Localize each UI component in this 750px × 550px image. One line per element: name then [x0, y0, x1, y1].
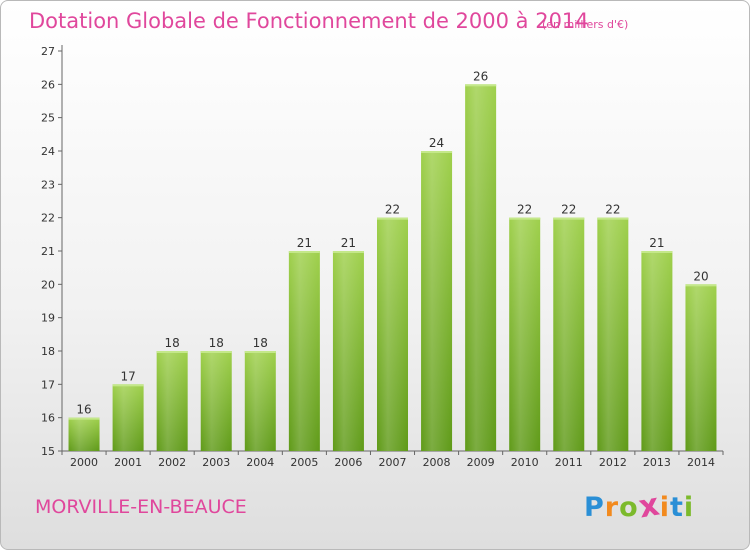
bar-top-2014: [685, 284, 717, 287]
axes-layer: 15 16 17 18 19 20 21 22 23 24 25 26 27: [41, 45, 724, 458]
y-tick-label: 27: [41, 45, 55, 58]
y-tick-label: 23: [41, 178, 55, 191]
y-tick-label: 26: [41, 78, 55, 91]
value-label-2007: 22: [385, 203, 400, 217]
bar-top-2011: [553, 217, 585, 220]
bar-top-2007: [377, 217, 408, 220]
bar-top-2009: [465, 84, 497, 87]
x-tick-label-2014: 2014: [687, 456, 715, 469]
value-label-2008: 24: [429, 136, 444, 150]
x-tick-label-2012: 2012: [599, 456, 627, 469]
bar-shine-2008: [421, 151, 453, 451]
x-tick-label-2008: 2008: [423, 456, 451, 469]
y-tick-label: 24: [41, 145, 55, 158]
logo-letter: r: [604, 492, 620, 523]
value-label-2005: 21: [297, 236, 312, 250]
value-label-2011: 22: [561, 203, 576, 217]
value-label-2002: 18: [165, 336, 180, 350]
bar-top-2004: [244, 351, 276, 353]
bar-top-2000: [68, 417, 100, 420]
bar-shine-2012: [597, 217, 629, 451]
bar-shine-2003: [200, 351, 232, 451]
labels-layer: 16 2000 17 2001 18 2002 18 2003 18 2004 21 2005 21 20…: [70, 69, 715, 469]
y-tick-label: 21: [41, 245, 55, 258]
bar-shine-2000: [68, 417, 100, 451]
bar-shine-2005: [288, 251, 320, 451]
commune-name: MORVILLE-EN-BEAUCE: [35, 496, 247, 518]
logo-letter: i: [659, 492, 670, 523]
value-label-2001: 17: [120, 369, 135, 383]
logo-letter: x: [635, 486, 663, 526]
bar-top-2003: [200, 351, 232, 353]
logo-letter: i: [683, 492, 695, 523]
y-tick-label: 15: [41, 445, 55, 458]
value-label-2006: 21: [341, 236, 356, 250]
y-tick-label: 17: [41, 378, 55, 391]
bar-shine-2010: [509, 217, 541, 451]
bar-top-2006: [332, 251, 364, 253]
y-tick-label: 19: [41, 312, 55, 325]
bar-top-2001: [112, 384, 144, 387]
bar-shine-2009: [465, 84, 497, 451]
bar-shine-2007: [377, 217, 408, 451]
x-tick-label-2006: 2006: [334, 456, 362, 469]
bar-shine-2014: [685, 284, 717, 451]
x-tick-label-2000: 2000: [70, 456, 98, 469]
y-tick-label: 16: [41, 412, 55, 425]
y-tick-label: 18: [41, 345, 55, 358]
chart-title: Dotation Globale de Fonctionnement de 20…: [29, 9, 589, 33]
value-label-2004: 18: [253, 336, 268, 350]
x-tick-label-2003: 2003: [202, 456, 230, 469]
x-tick-label-2005: 2005: [290, 456, 318, 469]
value-label-2003: 18: [209, 336, 224, 350]
value-label-2000: 16: [76, 403, 91, 417]
y-tick-label: 25: [41, 112, 55, 125]
bar-top-2013: [641, 251, 673, 253]
bar-top-2008: [421, 151, 453, 153]
logo-letter: t: [669, 492, 684, 523]
logo-letter: o: [619, 492, 639, 523]
bars-layer: [68, 84, 717, 451]
y-tick-label: 20: [41, 278, 55, 291]
x-tick-label-2011: 2011: [555, 456, 583, 469]
bar-shine-2011: [553, 217, 585, 451]
value-label-2013: 21: [649, 236, 664, 250]
chart-subtitle: (en milliers d'€): [542, 18, 629, 31]
bar-shine-2001: [112, 384, 144, 451]
value-label-2014: 20: [693, 269, 708, 283]
logo-letter: P: [584, 492, 605, 523]
proxiti-logo: Proxiti: [584, 486, 695, 526]
bar-top-2002: [156, 351, 188, 353]
value-label-2010: 22: [517, 203, 532, 217]
x-tick-label-2009: 2009: [467, 456, 495, 469]
x-tick-label-2002: 2002: [158, 456, 186, 469]
bar-shine-2013: [641, 251, 673, 451]
bar-shine-2004: [244, 351, 276, 451]
y-tick-label: 22: [41, 212, 55, 225]
x-tick-label-2007: 2007: [379, 456, 407, 469]
bar-shine-2006: [332, 251, 364, 451]
bar-top-2010: [509, 217, 541, 220]
x-tick-label-2010: 2010: [511, 456, 539, 469]
bar-shine-2002: [156, 351, 188, 451]
x-tick-label-2013: 2013: [643, 456, 671, 469]
value-label-2009: 26: [473, 69, 488, 83]
x-tick-label-2001: 2001: [114, 456, 142, 469]
value-label-2012: 22: [605, 203, 620, 217]
x-tick-label-2004: 2004: [246, 456, 274, 469]
bar-top-2012: [597, 217, 629, 220]
bar-top-2005: [288, 251, 320, 253]
